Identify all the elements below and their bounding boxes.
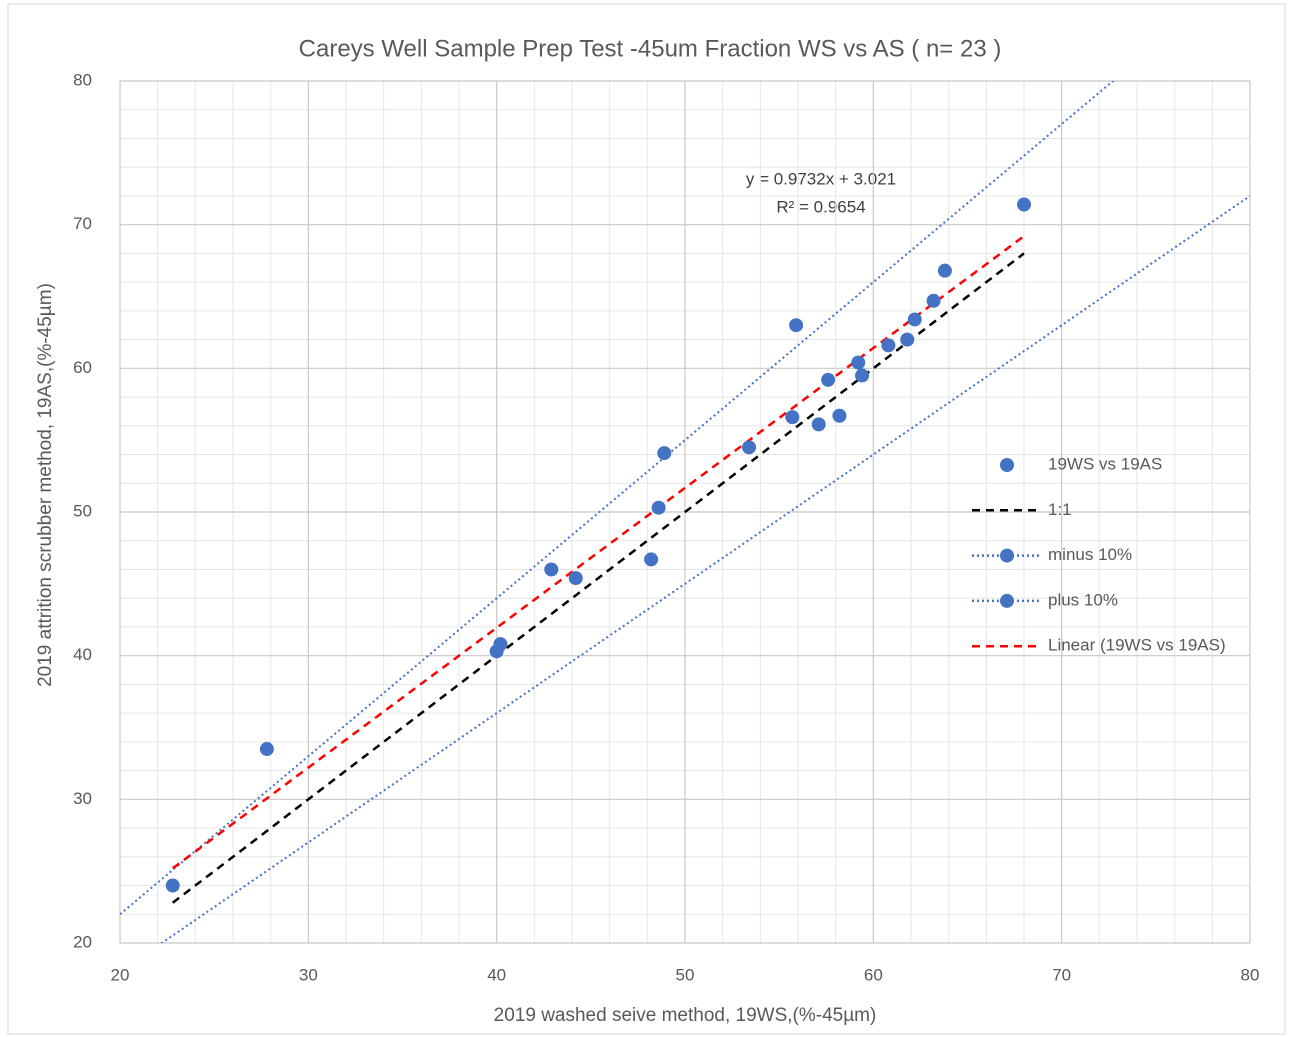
data-point <box>544 562 559 577</box>
data-point <box>644 552 659 567</box>
data-point <box>789 318 804 333</box>
data-point <box>907 312 922 327</box>
legend-label: plus 10% <box>1048 590 1118 609</box>
x-tick-label: 20 <box>111 965 130 984</box>
r-squared: R² = 0.9654 <box>776 197 865 216</box>
legend-label: 19WS vs 19AS <box>1048 454 1162 473</box>
data-point <box>855 368 870 383</box>
series-line <box>171 252 1025 904</box>
x-tick-label: 80 <box>1241 965 1260 984</box>
legend-label: minus 10% <box>1048 545 1132 564</box>
data-point <box>651 500 666 515</box>
data-point <box>785 410 800 425</box>
data-point <box>165 878 180 893</box>
x-axis-label: 2019 washed seive method, 19WS,(%-45µm) <box>494 1005 877 1026</box>
equation: y = 0.9732x + 3.021 <box>746 169 896 188</box>
series-line <box>120 81 1115 916</box>
y-axis-label: 2019 attrition scrubber method, 19AS,(%-… <box>35 283 56 687</box>
chart-title: Careys Well Sample Prep Test -45um Fract… <box>299 35 1002 62</box>
data-point <box>900 332 915 347</box>
data-point <box>832 408 847 423</box>
x-tick-label: 50 <box>676 965 695 984</box>
data-point <box>493 637 508 652</box>
legend-marker <box>1000 548 1014 563</box>
y-tick-label: 60 <box>73 358 92 377</box>
legend-marker <box>1000 593 1014 608</box>
legend-label: Linear (19WS vs 19AS) <box>1048 636 1226 655</box>
y-tick-label: 40 <box>73 645 92 664</box>
series-line <box>160 195 1250 943</box>
data-point <box>259 742 274 757</box>
legend-label: 1:1 <box>1048 500 1072 519</box>
data-point <box>881 338 896 353</box>
x-tick-label: 70 <box>1052 965 1071 984</box>
legend-marker <box>1000 458 1014 472</box>
series-line <box>171 235 1025 870</box>
data-point <box>568 571 583 586</box>
data-point <box>1017 197 1031 212</box>
chart-border <box>7 3 1286 1035</box>
points <box>165 197 1031 893</box>
lines <box>120 81 1250 943</box>
data-point <box>657 446 672 461</box>
y-tick-label: 80 <box>73 70 92 89</box>
data-point <box>851 355 866 370</box>
legend: 19WS vs 19AS 1:1 minus 10% plus 10% Linear (… <box>972 454 1226 655</box>
x-tick-label: 60 <box>864 965 883 984</box>
y-tick-label: 20 <box>73 932 92 951</box>
data-point <box>811 417 826 432</box>
x-tick-label: 30 <box>299 965 318 984</box>
y-tick-label: 30 <box>73 789 92 808</box>
y-tick-label: 70 <box>73 214 92 233</box>
x-tick-label: 40 <box>487 965 506 984</box>
y-tick-label: 50 <box>73 501 92 520</box>
data-point <box>937 263 952 278</box>
data-point <box>742 440 757 455</box>
data-point <box>926 293 941 308</box>
data-point <box>821 372 836 387</box>
